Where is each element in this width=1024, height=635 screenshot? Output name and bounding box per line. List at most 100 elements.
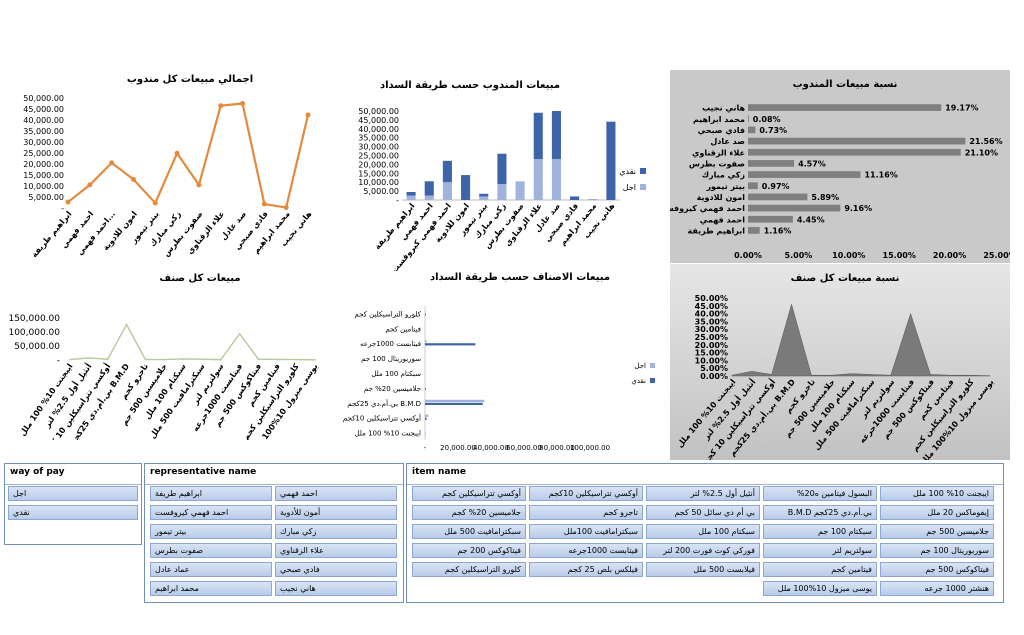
slicer-item-product[interactable]: جلاميسين 500 جم <box>880 524 994 539</box>
data-point <box>240 101 246 106</box>
item-name-slicer[interactable]: item name ايبجنت 10% 100 ملل البسول فيتام… <box>406 463 1004 603</box>
slicer-item-product[interactable]: سوربوريتال 100 جم <box>880 543 994 558</box>
slicer-item-product[interactable]: سبكترامافيت 500 ملل <box>412 524 526 539</box>
share-bar <box>748 182 758 190</box>
slicer-item-product[interactable]: كلورو التراسيكلين كجم <box>412 562 526 577</box>
share-bar <box>748 227 760 234</box>
y-tick-label: 45,000.00 <box>358 116 399 125</box>
y-tick-label: 20,000.00 <box>23 160 64 169</box>
slicer-item-product[interactable]: أوكسي تتراسيكلين 10كجم <box>529 486 643 501</box>
y-tick-label: فيتامين كجم <box>385 325 421 333</box>
chart-title-item-sales: مبيعات كل صنف <box>159 273 241 284</box>
y-tick-label: 10.00% <box>695 356 728 365</box>
slicer-item-product[interactable]: فيتاكوكس 200 جم <box>412 543 526 558</box>
data-point <box>182 358 184 360</box>
slicer-item-product[interactable]: بي.أم.دي 25كجم B.M.D <box>763 505 877 520</box>
share-bar <box>748 104 942 111</box>
bar-cash <box>479 193 489 197</box>
slicer-item-product[interactable]: ايبجنت 10% 100 ملل <box>880 486 994 501</box>
slicer-item-product[interactable]: أوكسي تتراسيكلين كجم <box>412 486 526 501</box>
y-tick-label: صفوت بطرس <box>689 159 745 169</box>
y-tick-label: كلورو التراسيكلين كجم <box>354 310 421 318</box>
slicer-item-cash[interactable]: نقدي <box>8 505 138 520</box>
data-point <box>163 358 166 361</box>
legend-swatch-deferred <box>640 184 646 190</box>
legend-label-deferred: اجل <box>623 183 636 192</box>
slicer-item-product[interactable]: البسول فيتامين ه20% <box>763 486 877 501</box>
slicer-item-product[interactable]: هنشتر 1000 جرعه <box>880 581 994 596</box>
slicer-item-representative[interactable]: صفوت بطرس <box>150 543 272 558</box>
y-tick-label: ابراهيم طريفة <box>688 226 746 235</box>
slicer-item-product[interactable]: تاجرو كجم <box>529 505 643 520</box>
slicer-item-product[interactable]: إيفوماكس 20 ملل <box>880 505 994 520</box>
share-bar <box>748 148 961 156</box>
slicer-item-representative[interactable]: ابراهيم طريفة <box>150 486 272 501</box>
slicer-item-representative[interactable]: عماد عادل <box>150 562 272 577</box>
data-label: 19.17% <box>945 104 978 113</box>
slicer-item-representative[interactable]: احمد فهمي كيروفست <box>150 505 272 520</box>
slicer-item-product[interactable]: سبكتام 100 جم <box>763 524 877 539</box>
slicer-item-product[interactable]: فيتامين كجم <box>763 562 877 577</box>
data-point <box>196 182 202 188</box>
data-point <box>238 332 241 335</box>
slicer-item-representative[interactable]: أمون للأدوية <box>275 505 397 520</box>
y-tick-label: 15.00% <box>695 349 728 358</box>
slicer-item-product[interactable]: سبكترامافيت 100ملل <box>529 524 643 539</box>
bar-cash <box>551 111 561 160</box>
data-label: 0.97% <box>762 182 790 191</box>
slicer-item-product[interactable]: فيلابست 500 ملل <box>646 562 760 577</box>
y-tick-label: 5,000.00 <box>363 187 399 196</box>
y-tick-label: سبكتام 100 ملل <box>371 370 421 378</box>
y-tick-label: 45,000.00 <box>23 105 64 114</box>
slicer-item-product[interactable]: فيتابست 1000جرعه <box>529 543 643 558</box>
bar-deferred <box>425 399 485 402</box>
share-bar <box>748 193 808 201</box>
data-point <box>276 358 279 361</box>
representative-slicer[interactable]: representative name ابراهيم طريفة احمد فه… <box>144 463 404 603</box>
slicer-item-product[interactable]: بي أم دي سائل 50 كجم <box>646 505 760 520</box>
slicer-item-representative[interactable]: هاني نجيب <box>275 581 397 596</box>
slicer-item-representative[interactable]: زكي مبارك <box>275 524 397 539</box>
slicer-item-product[interactable]: سولتريم لتر <box>763 543 877 558</box>
x-tick-label: 25.00% <box>983 251 1010 260</box>
y-tick-label: 50,000.00 <box>358 107 399 116</box>
slicer-item-representative[interactable]: علاء الزقناوي <box>275 543 397 558</box>
slicer-item-product[interactable]: يوسى ميزول 10%100 ملل <box>763 581 877 596</box>
bar-deferred <box>551 159 561 200</box>
y-tick-label: 40,000.00 <box>358 125 399 134</box>
chart-title-rep-share: نسبة مبيعات المندوب <box>792 79 898 90</box>
slicer-item-representative[interactable]: بيتر تيمور <box>150 524 272 539</box>
legend-swatch-cash <box>650 378 655 383</box>
slicer-item-product[interactable]: سبكتام 100 ملل <box>646 524 760 539</box>
item-by-payment-bar-chart: كلورو التراسيكلين كجم فيتامين كجم فيتابست … <box>343 306 655 452</box>
slicer-item-product[interactable]: فوركي كوت فورت 200 لتر <box>646 543 760 558</box>
slicer-item-product[interactable]: فيتاكوكس 500 جم <box>880 562 994 577</box>
slicer-item-representative[interactable]: احمد فهمي <box>275 486 397 501</box>
bar-cash <box>425 313 426 316</box>
data-point <box>109 160 115 166</box>
y-tick-label: 50,000.00 <box>14 342 60 352</box>
slicer-item-product[interactable]: أنثيل أول 2.5% لتر <box>646 486 760 501</box>
item-share-panel <box>670 264 1010 460</box>
y-tick-label: 35,000.00 <box>23 127 64 136</box>
y-tick-label: 30,000.00 <box>358 143 399 152</box>
bar-deferred <box>497 183 507 200</box>
slicer-item-product[interactable]: جلاميسين 20% كجم <box>412 505 526 520</box>
slicer-item-product[interactable]: فيلكس بلص 25 كجم <box>529 562 643 577</box>
y-tick-label: محمد ابراهيم <box>693 115 745 124</box>
slicer-item-representative[interactable]: فادي صبحي <box>275 562 397 577</box>
item-share-area-chart: 50.00%45.00%40.00%35.00%30.00%25.00%20.0… <box>675 294 995 460</box>
share-bar <box>748 215 793 223</box>
data-label: 21.10% <box>965 148 998 157</box>
chart-title-item-by-payment: مبيعات الاصناف حسب طريقة السداد <box>429 272 611 283</box>
x-tick-label: 80,000.00 <box>539 444 575 452</box>
slicer-item-deferred[interactable]: اجل <box>8 486 138 501</box>
way-of-pay-slicer[interactable]: way of pay اجل نقدي <box>4 463 142 545</box>
legend-swatch-deferred <box>650 363 655 368</box>
bar-cash <box>533 112 543 160</box>
share-bar <box>748 137 966 145</box>
slicer-item-representative[interactable]: محمد ابراهيم <box>150 581 272 596</box>
y-tick-label: سوربوريتال 100 جم <box>361 355 421 363</box>
legend-label-cash: نقدي <box>631 377 646 385</box>
representative-slicer-header: representative name <box>145 464 403 485</box>
